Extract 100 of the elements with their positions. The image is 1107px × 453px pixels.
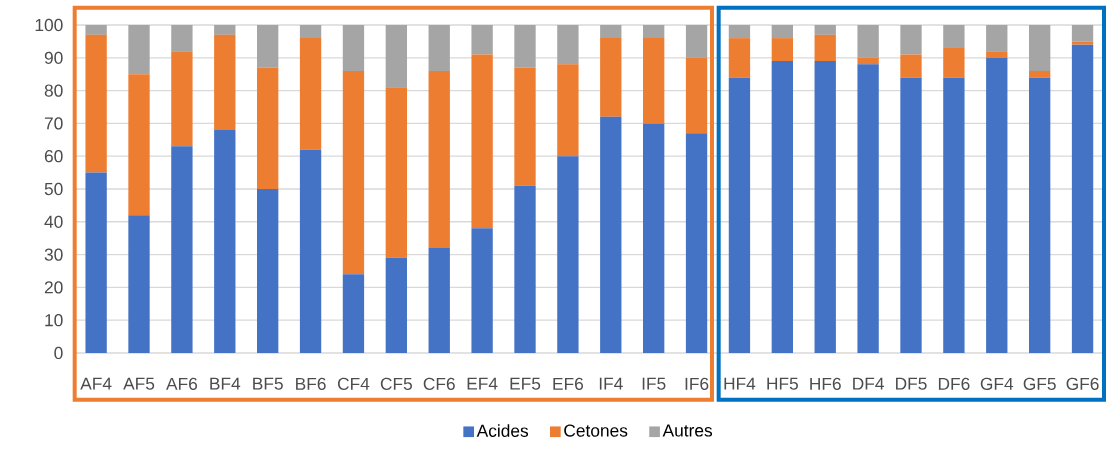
bar: [171, 24, 193, 52]
bar: [643, 24, 665, 39]
bar: [299, 38, 322, 150]
legend-label: Acides: [476, 424, 529, 437]
bar: [471, 228, 493, 353]
bar: [85, 24, 107, 35]
legend-label: Autres: [662, 424, 713, 437]
bar: [600, 116, 622, 353]
bar: [1071, 24, 1094, 42]
x-tick-label: HF4: [724, 377, 756, 390]
bar: [814, 34, 836, 62]
x-tick-label: CF6: [423, 377, 455, 390]
y-tick-label: 50: [44, 182, 63, 196]
bar: [1028, 77, 1051, 353]
y-tick-label: 40: [44, 215, 63, 228]
y-tick-label: 70: [44, 117, 63, 130]
bar: [771, 24, 793, 39]
bar: [986, 24, 1008, 52]
x-tick-label: DF4: [853, 377, 884, 390]
bar: [1028, 24, 1051, 71]
x-tick-label: EF6: [553, 377, 584, 390]
bar: [428, 70, 450, 249]
bar: [557, 24, 579, 65]
x-tick-label: DF5: [896, 377, 927, 390]
bar: [685, 57, 708, 134]
bar: [943, 77, 965, 353]
x-tick-label: BF4: [210, 377, 241, 390]
bar: [986, 51, 1008, 58]
y-tick-label: 100: [35, 18, 63, 32]
x-tick-label: AF5: [123, 377, 155, 390]
bar: [857, 57, 879, 65]
bar: [128, 74, 150, 216]
bar: [385, 87, 408, 258]
x-tick-label: IF6: [685, 377, 709, 390]
bar: [299, 24, 322, 39]
bar: [771, 61, 793, 353]
bar: [943, 24, 965, 48]
bar: [943, 47, 965, 78]
bar: [514, 185, 536, 353]
bar: [385, 257, 408, 353]
x-tick-label: BF5: [253, 377, 283, 390]
bar: [428, 248, 450, 353]
x-tick-label: DF6: [938, 377, 970, 390]
bar: [728, 38, 751, 78]
bar: [514, 67, 536, 186]
bar: [85, 34, 107, 173]
x-tick-label: GF4: [980, 377, 1014, 390]
bar: [557, 64, 579, 157]
bar: [900, 24, 922, 55]
bar: [471, 24, 493, 55]
x-tick-label: IF4: [599, 377, 623, 390]
bar: [171, 51, 193, 147]
bar: [1071, 44, 1094, 353]
bar: [1071, 41, 1094, 45]
bar: [814, 24, 836, 35]
x-tick-label: CF4: [337, 377, 370, 390]
bar: [214, 129, 236, 353]
bar: [900, 54, 922, 78]
bar: [85, 172, 107, 353]
bar: [900, 77, 922, 353]
bar: [214, 24, 236, 35]
bar: [857, 64, 879, 353]
bar: [171, 146, 193, 353]
bar: [128, 215, 150, 353]
bar: [514, 24, 536, 68]
bar: [342, 274, 365, 353]
bar: [257, 24, 279, 68]
legend-label: Cetones: [564, 424, 628, 437]
bar: [257, 67, 279, 189]
bar: [128, 24, 150, 75]
x-tick-label: GF6: [1066, 377, 1099, 390]
x-tick-label: EF5: [510, 377, 541, 390]
y-tick-label: 10: [45, 314, 63, 327]
x-tick-label: AF4: [80, 377, 112, 390]
bar: [814, 61, 836, 353]
bar: [299, 149, 322, 353]
y-tick-label: 30: [44, 248, 63, 261]
bar: [685, 133, 708, 353]
x-tick-label: CF5: [380, 377, 412, 390]
bar: [728, 24, 751, 39]
bar: [214, 34, 236, 130]
bar: [471, 54, 493, 229]
y-tick-label: 20: [44, 281, 63, 294]
x-tick-label: GF5: [1023, 377, 1056, 390]
bar: [428, 24, 450, 71]
bar: [643, 38, 665, 124]
bar: [986, 57, 1008, 353]
x-tick-label: HF5: [767, 377, 798, 390]
bar: [257, 188, 279, 353]
bar: [342, 24, 365, 71]
bar: [600, 38, 622, 117]
y-tick-label: 0: [54, 346, 63, 360]
x-tick-label: IF5: [642, 377, 666, 390]
x-tick-label: BF6: [296, 377, 326, 390]
x-tick-label: EF4: [467, 377, 498, 390]
bar: [342, 70, 365, 275]
bar: [857, 24, 879, 58]
bar: [557, 156, 579, 353]
bar: [685, 24, 708, 58]
bar: [600, 24, 622, 39]
